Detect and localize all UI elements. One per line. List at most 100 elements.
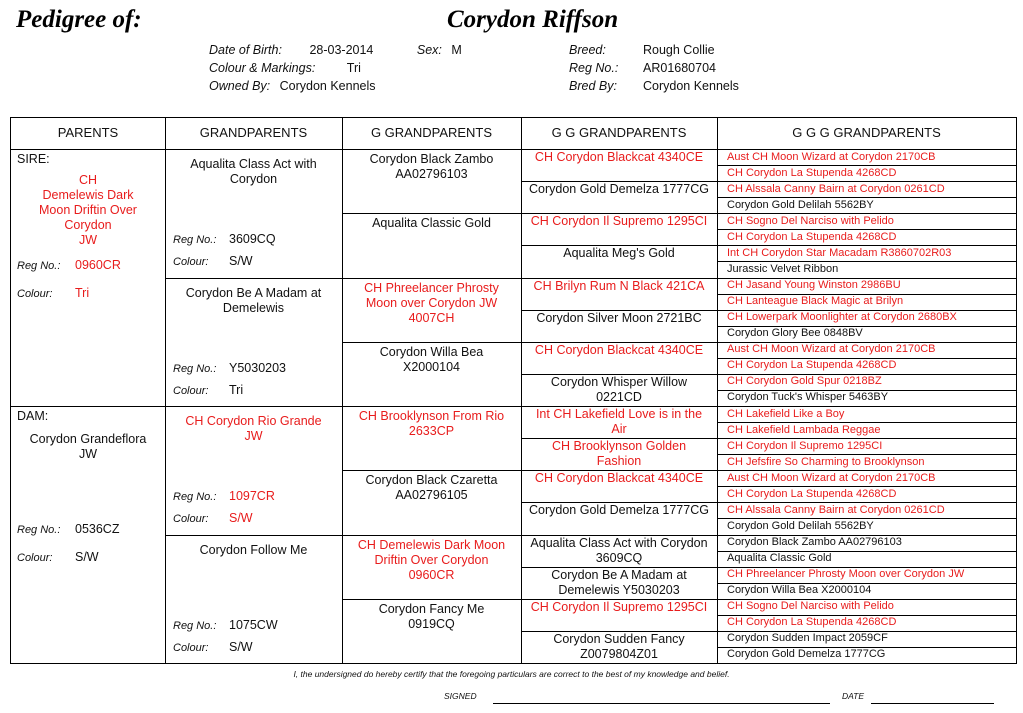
ggg-grandparent-name: Aqualita Classic Gold bbox=[727, 552, 832, 565]
reg-value: 3609CQ bbox=[229, 232, 276, 246]
signature-line bbox=[493, 703, 830, 704]
colour-label: Colour: bbox=[173, 384, 209, 397]
reg-label: Reg No.: bbox=[17, 524, 61, 536]
gg-grandparent-name: Corydon Be A Madam at Demelewis Y5030203 bbox=[551, 567, 687, 597]
row-divider bbox=[717, 229, 1016, 230]
grandparent-colour: Colour: S/W bbox=[173, 254, 253, 268]
owned-label: Owned By: bbox=[209, 79, 271, 93]
ggg-grandparent-name: Aust CH Moon Wizard at Corydon 2170CB bbox=[727, 150, 936, 163]
dam-colour: Colour: S/W bbox=[17, 550, 99, 564]
dam-label: DAM: bbox=[17, 409, 49, 423]
column-header: G G GRANDPARENTS bbox=[551, 125, 687, 140]
column-divider bbox=[165, 118, 166, 663]
colour-value: S/W bbox=[229, 511, 253, 525]
colour-label: Colour: bbox=[173, 641, 209, 654]
ggg-grandparent-name: Aust CH Moon Wizard at Corydon 2170CB bbox=[727, 343, 936, 356]
gg-grandparent-name: CH Corydon Il Supremo 1295CI bbox=[530, 214, 708, 229]
g-grandparent-name: Corydon Fancy Me 0919CQ bbox=[378, 601, 485, 631]
row-divider bbox=[717, 213, 1016, 214]
sire-name: CH Demelewis Dark Moon Driftin Over Corydon… bbox=[39, 173, 137, 247]
gg-grandparent-name: Int CH Lakefield Love is in the Air bbox=[535, 407, 703, 436]
column-header: PARENTS bbox=[57, 125, 119, 140]
colour-label: Colour: bbox=[17, 288, 53, 300]
ggg-grandparent-name: CH Lakefield Lambada Reggae bbox=[727, 423, 881, 436]
colour-value: Tri bbox=[229, 382, 244, 397]
row-divider bbox=[717, 278, 1016, 279]
sex-label: Sex: bbox=[416, 43, 442, 57]
ggg-grandparent-name: CH Alssala Canny Bairn at Corydon 0261CD bbox=[727, 182, 945, 195]
reg-value: 0960CR bbox=[75, 258, 121, 272]
sex-value: M bbox=[451, 43, 462, 57]
reg-label: Reg No.: bbox=[569, 61, 619, 75]
ggg-grandparent-name: CH Corydon Gold Spur 0218BZ bbox=[727, 375, 882, 388]
row-divider bbox=[717, 261, 1016, 262]
reg-label: Reg No.: bbox=[173, 362, 217, 375]
grandparent-name: Corydon Be A Madam at Demelewis bbox=[185, 285, 322, 315]
ggg-grandparent-name: Corydon Tuck's Whisper 5463BY bbox=[727, 391, 889, 404]
column-divider bbox=[342, 118, 343, 663]
ggg-grandparent-name: Corydon Gold Delilah 5562BY bbox=[727, 519, 874, 532]
column-header: G G G GRANDPARENTS bbox=[792, 125, 941, 140]
gg-grandparent-name: Corydon Gold Demelza 1777CG bbox=[529, 182, 709, 197]
ggg-grandparent-name: CH Corydon La Stupenda 4268CD bbox=[727, 359, 897, 372]
ggg-grandparent-name: Corydon Sudden Impact 2059CF bbox=[727, 632, 888, 645]
ggg-grandparent-name: CH Lakefield Like a Boy bbox=[727, 407, 845, 420]
g-grandparent-name: Corydon Black Zambo AA02796103 bbox=[369, 152, 494, 181]
breed-value: Rough Collie bbox=[643, 43, 715, 57]
ggg-grandparent-name: CH Corydon La Stupenda 4268CD bbox=[727, 166, 897, 179]
grandparent-name: CH Corydon Rio Grande JW bbox=[185, 414, 322, 443]
row-divider bbox=[717, 165, 1016, 166]
row-divider bbox=[717, 486, 1016, 487]
breed-label: Breed: bbox=[569, 43, 606, 57]
colour-label: Colour: bbox=[173, 256, 209, 268]
dog-name-title: Corydon Riffson bbox=[447, 6, 619, 33]
colour-label: Colour: bbox=[173, 513, 209, 525]
gg-grandparent-name: Corydon Sudden Fancy Z0079804Z01 bbox=[553, 631, 685, 661]
ggg-grandparent-name: CH Jasand Young Winston 2986BU bbox=[727, 279, 901, 291]
g-grandparent-name: CH Phreelancer Phrosty Moon over Corydon … bbox=[364, 280, 499, 325]
g-grandparent-name: CH Demelewis Dark Moon Driftin Over Coryd… bbox=[357, 537, 506, 582]
ggg-grandparent-name: Corydon Willa Bea X2000104 bbox=[727, 584, 872, 597]
reg-label: Reg No.: bbox=[173, 619, 217, 632]
gg-grandparent-name: Corydon Whisper Willow 0221CD bbox=[550, 374, 688, 404]
row-divider bbox=[717, 647, 1016, 648]
bred-label: Bred By: bbox=[569, 79, 617, 93]
grandparent-colour: Colour: S/W bbox=[173, 511, 253, 525]
ggg-grandparent-name: CH Alssala Canny Bairn at Corydon 0261CD bbox=[727, 503, 945, 516]
date-line bbox=[871, 703, 994, 704]
colour-value: Tri bbox=[75, 286, 90, 300]
dob-value: 28-03-2014 bbox=[309, 43, 374, 57]
row-divider bbox=[717, 631, 1016, 632]
reg-label: Reg No.: bbox=[173, 234, 217, 246]
ggg-grandparent-name: CH Jefsfire So Charming to Brooklynson bbox=[727, 455, 925, 468]
colour-label: Colour: bbox=[17, 552, 53, 564]
grandparent-reg: Reg No.: 1097CR bbox=[173, 489, 275, 503]
reg-value: 1097CR bbox=[229, 489, 275, 503]
colour-value: S/W bbox=[229, 639, 253, 654]
certification-text: I, the undersigned do hereby certify tha… bbox=[293, 669, 730, 679]
row-divider bbox=[717, 535, 1016, 536]
ggg-grandparent-name: Corydon Black Zambo AA02796103 bbox=[727, 536, 902, 548]
owned-value: Corydon Kennels bbox=[279, 79, 376, 93]
ggg-grandparent-name: Jurassic Velvet Ribbon bbox=[727, 262, 839, 275]
colour-value: S/W bbox=[75, 550, 99, 564]
row-divider bbox=[717, 599, 1016, 600]
gg-grandparent-name: CH Corydon Blackcat 4340CE bbox=[534, 471, 704, 486]
row-divider bbox=[717, 245, 1016, 246]
date-label: DATE bbox=[842, 691, 865, 701]
row-divider bbox=[717, 390, 1016, 391]
pedigree-label: Pedigree of: bbox=[16, 6, 142, 33]
ggg-grandparent-name: CH Lowerpark Moonlighter at Corydon 2680… bbox=[727, 311, 957, 324]
row-divider bbox=[717, 326, 1016, 327]
ggg-grandparent-name: Int CH Corydon Star Macadam R3860702R03 bbox=[727, 246, 952, 259]
gg-grandparent-name: CH Brooklynson Golden Fashion bbox=[551, 439, 687, 469]
ggg-grandparent-name: Corydon Glory Bee 0848BV bbox=[727, 327, 863, 340]
ggg-grandparent-name: Aust CH Moon Wizard at Corydon 2170CB bbox=[727, 471, 936, 484]
gg-grandparent-name: Aqualita Meg's Gold bbox=[563, 246, 675, 261]
row-divider bbox=[717, 454, 1016, 455]
pedigree-table: PARENTS GRANDPARENTS G GRANDPARENTS G G GRA… bbox=[10, 117, 1017, 664]
g-grandparent-name: CH Brooklynson From Rio 2633CP bbox=[358, 409, 505, 438]
dob-label: Date of Birth: bbox=[209, 43, 282, 57]
row-divider bbox=[717, 438, 1016, 439]
row-divider bbox=[717, 358, 1016, 359]
